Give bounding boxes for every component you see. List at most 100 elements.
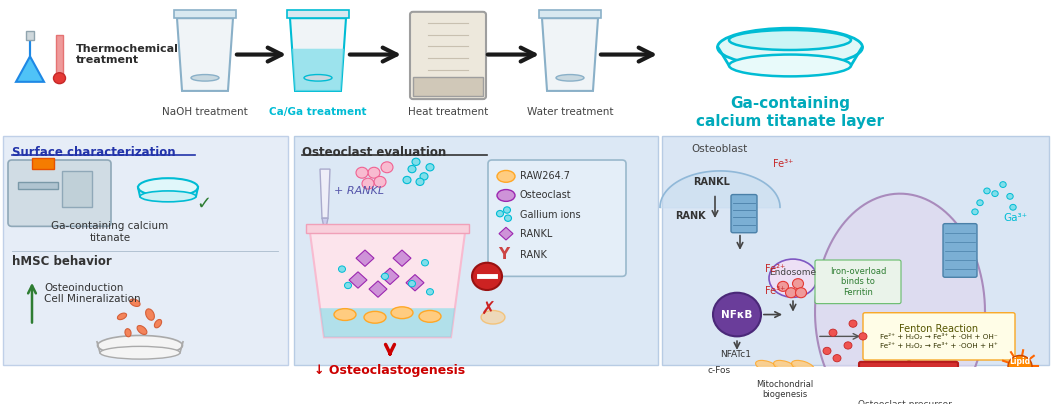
Polygon shape (406, 275, 424, 291)
Text: Ga-containing
calcium titanate layer: Ga-containing calcium titanate layer (696, 97, 884, 129)
Polygon shape (542, 18, 598, 91)
Circle shape (984, 188, 990, 194)
Ellipse shape (497, 170, 515, 182)
Ellipse shape (145, 309, 155, 320)
Ellipse shape (729, 30, 851, 50)
Circle shape (408, 280, 416, 287)
Text: Osteoblast: Osteoblast (692, 144, 748, 154)
FancyBboxPatch shape (943, 224, 977, 277)
Circle shape (713, 293, 761, 337)
Text: Fe²⁺: Fe²⁺ (765, 264, 785, 274)
Polygon shape (381, 268, 399, 284)
Bar (539, 10, 601, 18)
Text: RANKL: RANKL (520, 229, 552, 239)
Text: c-Fos: c-Fos (707, 366, 730, 375)
Text: Osteoclast: Osteoclast (520, 190, 571, 200)
Ellipse shape (419, 310, 441, 322)
Polygon shape (310, 233, 465, 337)
Bar (18, 182, 58, 189)
Bar (62, 171, 92, 207)
Text: ↓ Osteoclastogenesis: ↓ Osteoclastogenesis (315, 364, 466, 377)
Bar (662, 137, 1049, 366)
Circle shape (362, 178, 375, 189)
Circle shape (977, 200, 984, 206)
Circle shape (1007, 194, 1013, 199)
Ellipse shape (717, 28, 863, 66)
Circle shape (972, 209, 978, 215)
Ellipse shape (769, 259, 817, 297)
Ellipse shape (191, 75, 219, 81)
Ellipse shape (773, 360, 796, 372)
Circle shape (859, 333, 867, 340)
Ellipse shape (391, 307, 413, 319)
Text: + RANKL: + RANKL (333, 186, 384, 196)
Ellipse shape (100, 346, 180, 359)
Bar (32, 158, 54, 169)
Circle shape (1008, 356, 1032, 377)
Circle shape (792, 279, 804, 288)
Text: RANK: RANK (520, 250, 547, 259)
Circle shape (844, 342, 852, 349)
Polygon shape (356, 250, 375, 266)
Ellipse shape (791, 360, 814, 372)
Text: ✓: ✓ (196, 195, 211, 213)
FancyBboxPatch shape (8, 160, 112, 226)
Circle shape (829, 329, 837, 337)
Text: Water treatment: Water treatment (527, 107, 613, 117)
Text: Thermochemical
treatment: Thermochemical treatment (76, 44, 179, 65)
Circle shape (472, 263, 502, 290)
Circle shape (422, 259, 428, 266)
Polygon shape (292, 49, 344, 91)
Text: Fe²⁺ + H₂O₂ → Fe³⁺ + ·OH + OH⁻: Fe²⁺ + H₂O₂ → Fe³⁺ + ·OH + OH⁻ (881, 334, 998, 340)
Text: NaOH treatment: NaOH treatment (162, 107, 248, 117)
Bar (56, 35, 63, 75)
FancyBboxPatch shape (859, 362, 958, 387)
Text: ✗: ✗ (481, 300, 497, 318)
Ellipse shape (137, 326, 147, 335)
Circle shape (381, 162, 393, 173)
Ellipse shape (364, 311, 386, 323)
Circle shape (375, 177, 386, 187)
Polygon shape (815, 194, 985, 404)
Text: Gallium ions: Gallium ions (520, 210, 581, 219)
Bar (26, 31, 34, 40)
Ellipse shape (140, 191, 196, 202)
Circle shape (992, 191, 998, 197)
Polygon shape (320, 169, 330, 218)
Text: Iron-overload
binds to
Ferritin: Iron-overload binds to Ferritin (830, 267, 886, 297)
Circle shape (795, 288, 807, 298)
Circle shape (849, 320, 857, 327)
Ellipse shape (155, 320, 162, 328)
Polygon shape (16, 38, 44, 82)
Polygon shape (320, 308, 456, 337)
Text: FERROPTOSIS: FERROPTOSIS (866, 370, 952, 379)
Polygon shape (499, 227, 513, 240)
Text: Fe²⁺ + H₂O₂ → Fe³⁺ + ·OOH + H⁺: Fe²⁺ + H₂O₂ → Fe³⁺ + ·OOH + H⁺ (881, 343, 998, 349)
Text: Fenton Reaction: Fenton Reaction (899, 324, 978, 334)
Ellipse shape (138, 178, 198, 196)
Bar (294, 137, 658, 366)
Ellipse shape (125, 329, 132, 337)
Ellipse shape (497, 189, 515, 201)
Ellipse shape (729, 55, 851, 76)
Circle shape (403, 177, 411, 184)
Text: hMSC behavior: hMSC behavior (12, 255, 112, 269)
Text: Mitochondrial
biogenesis: Mitochondrial biogenesis (756, 380, 813, 400)
Circle shape (416, 178, 424, 185)
Ellipse shape (130, 299, 140, 307)
Text: Ga³⁺: Ga³⁺ (1003, 213, 1027, 223)
Text: RAW264.7: RAW264.7 (520, 171, 570, 181)
FancyBboxPatch shape (863, 313, 1015, 360)
Bar (306, 224, 469, 233)
Text: Heat treatment: Heat treatment (408, 107, 488, 117)
Ellipse shape (118, 313, 126, 320)
Text: Osteoclast precursor: Osteoclast precursor (858, 400, 952, 404)
Polygon shape (177, 18, 232, 91)
Polygon shape (349, 272, 367, 288)
FancyBboxPatch shape (410, 12, 486, 99)
Ellipse shape (755, 360, 778, 372)
Circle shape (54, 73, 65, 84)
Polygon shape (290, 18, 346, 91)
Circle shape (505, 215, 511, 221)
Text: Osteoinduction
Cell Mineralization: Osteoinduction Cell Mineralization (44, 283, 141, 304)
